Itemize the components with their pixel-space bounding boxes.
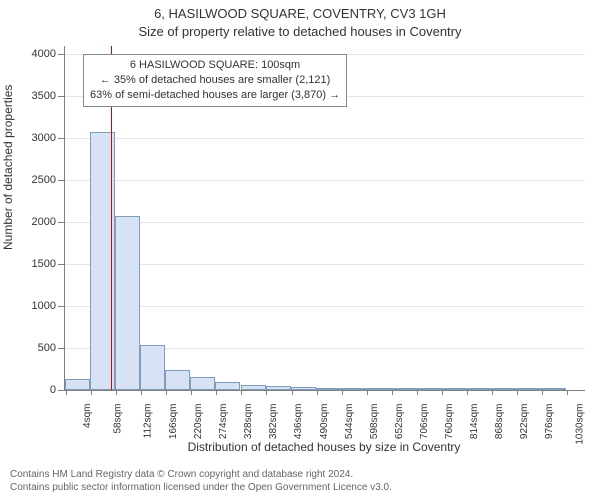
histogram-bar <box>165 370 190 390</box>
x-tick <box>166 390 167 395</box>
chart-container: 6, HASILWOOD SQUARE, COVENTRY, CV3 1GH S… <box>0 0 600 500</box>
x-tick <box>567 390 568 395</box>
x-tick-label: 4sqm <box>82 404 93 428</box>
histogram-bar <box>491 388 516 390</box>
gridline-h <box>65 264 585 265</box>
x-tick <box>317 390 318 395</box>
x-tick-label: 760sqm <box>444 404 455 440</box>
footer-attribution: Contains HM Land Registry data © Crown c… <box>10 469 392 494</box>
y-tick-label: 2500 <box>0 174 56 186</box>
x-tick-label: 490sqm <box>319 404 330 440</box>
histogram-bar <box>215 382 240 390</box>
histogram-bar <box>266 386 291 390</box>
annotation-box: 6 HASILWOOD SQUARE: 100sqm ← 35% of deta… <box>83 54 347 107</box>
y-tick-label: 4000 <box>0 48 56 60</box>
x-tick <box>417 390 418 395</box>
gridline-h <box>65 180 585 181</box>
x-tick <box>442 390 443 395</box>
histogram-bar <box>241 385 266 390</box>
x-tick <box>66 390 67 395</box>
x-tick-label: 598sqm <box>369 404 380 440</box>
x-tick-label: 274sqm <box>218 404 229 440</box>
x-tick <box>367 390 368 395</box>
x-tick <box>292 390 293 395</box>
y-tick <box>58 306 64 307</box>
y-tick-label: 3000 <box>0 132 56 144</box>
x-tick-label: 382sqm <box>268 404 279 440</box>
annotation-line-2: ← 35% of detached houses are smaller (2,… <box>90 73 340 88</box>
x-tick-label: 112sqm <box>142 404 153 439</box>
plot-area: 6 HASILWOOD SQUARE: 100sqm ← 35% of deta… <box>64 46 585 391</box>
histogram-bar <box>516 388 541 390</box>
x-tick-label: 814sqm <box>469 404 480 440</box>
x-tick <box>266 390 267 395</box>
x-tick <box>241 390 242 395</box>
y-tick <box>58 96 64 97</box>
y-tick <box>58 348 64 349</box>
x-tick-label: 706sqm <box>419 404 430 440</box>
histogram-bar <box>341 388 366 390</box>
gridline-h <box>65 222 585 223</box>
x-tick <box>141 390 142 395</box>
x-tick <box>342 390 343 395</box>
x-tick <box>116 390 117 395</box>
y-tick-label: 0 <box>0 384 56 396</box>
footer-line-2: Contains public sector information licen… <box>10 482 392 495</box>
chart-supertitle: 6, HASILWOOD SQUARE, COVENTRY, CV3 1GH <box>0 6 600 21</box>
x-axis-label: Distribution of detached houses by size … <box>64 440 584 454</box>
histogram-bar <box>416 388 441 390</box>
gridline-h <box>65 138 585 139</box>
histogram-bar <box>541 388 566 390</box>
x-tick <box>91 390 92 395</box>
x-tick-label: 976sqm <box>544 404 555 440</box>
y-tick <box>58 180 64 181</box>
x-tick <box>392 390 393 395</box>
histogram-bar <box>140 345 165 390</box>
histogram-bar <box>466 388 491 390</box>
histogram-bar <box>316 388 341 390</box>
y-tick-label: 2000 <box>0 216 56 228</box>
x-tick-label: 220sqm <box>193 404 204 440</box>
y-tick <box>58 138 64 139</box>
y-tick-label: 1000 <box>0 300 56 312</box>
y-tick <box>58 222 64 223</box>
histogram-bar <box>391 388 416 390</box>
x-tick <box>216 390 217 395</box>
x-tick-label: 328sqm <box>243 404 254 440</box>
y-tick <box>58 390 64 391</box>
x-tick <box>492 390 493 395</box>
histogram-bar <box>65 379 90 390</box>
x-tick-label: 58sqm <box>112 404 123 434</box>
histogram-bar <box>115 216 140 390</box>
x-tick <box>542 390 543 395</box>
y-tick <box>58 264 64 265</box>
x-tick <box>191 390 192 395</box>
histogram-bar <box>366 388 391 390</box>
x-tick-label: 652sqm <box>394 404 405 440</box>
gridline-h <box>65 306 585 307</box>
x-tick-label: 166sqm <box>168 404 179 440</box>
histogram-bar <box>291 387 316 390</box>
footer-line-1: Contains HM Land Registry data © Crown c… <box>10 469 392 482</box>
y-tick-label: 500 <box>0 342 56 354</box>
x-tick-label: 868sqm <box>494 404 505 440</box>
histogram-bar <box>441 388 466 390</box>
y-tick-label: 1500 <box>0 258 56 270</box>
x-tick-label: 1030sqm <box>575 404 586 445</box>
y-tick <box>58 54 64 55</box>
x-tick-label: 922sqm <box>519 404 530 440</box>
annotation-line-1: 6 HASILWOOD SQUARE: 100sqm <box>90 58 340 73</box>
x-tick <box>467 390 468 395</box>
x-tick-label: 544sqm <box>344 404 355 440</box>
y-tick-label: 3500 <box>0 90 56 102</box>
chart-title: Size of property relative to detached ho… <box>0 24 600 39</box>
x-tick <box>517 390 518 395</box>
x-tick-label: 436sqm <box>294 404 305 440</box>
annotation-line-3: 63% of semi-detached houses are larger (… <box>90 88 340 103</box>
histogram-bar <box>190 377 215 390</box>
